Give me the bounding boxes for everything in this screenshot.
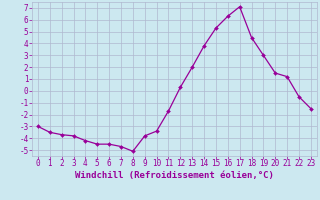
X-axis label: Windchill (Refroidissement éolien,°C): Windchill (Refroidissement éolien,°C) [75, 171, 274, 180]
